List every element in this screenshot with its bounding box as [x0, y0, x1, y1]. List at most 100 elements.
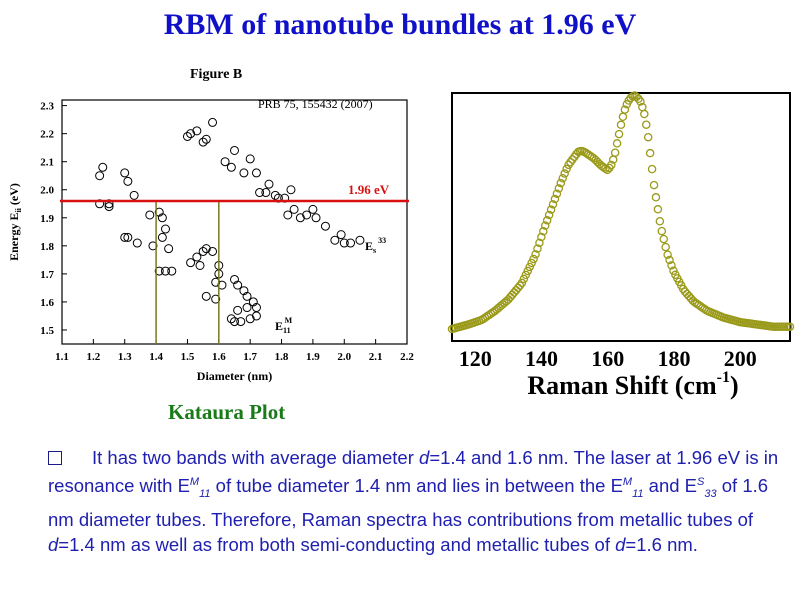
raman-data-point	[546, 205, 556, 214]
kataura-data-point	[186, 258, 196, 268]
kataura-data-point	[255, 188, 265, 198]
raman-points	[447, 91, 795, 334]
para-text-7: =1.6 nm.	[625, 533, 698, 555]
kataura-data-point	[220, 157, 230, 167]
explanation-paragraph: It has two bands with average diameter d…	[48, 445, 788, 557]
raman-data-point	[620, 105, 630, 114]
em11-label: E11M	[275, 316, 293, 335]
kataura-data-point	[346, 238, 356, 248]
y-tick-label: 2.0	[40, 185, 54, 197]
y-tick-label: 2.2	[40, 129, 54, 141]
raman-data-point	[649, 180, 659, 190]
figure-title: Figure B	[190, 67, 243, 82]
kataura-data-point	[201, 291, 211, 301]
checkbox-bullet-icon	[48, 451, 62, 465]
raman-data-point	[655, 217, 665, 226]
kataura-data-point	[95, 171, 105, 181]
raman-data-point	[544, 210, 554, 220]
kataura-ticks: 1.1 1.2 1.3 1.4 1.5 1.6 1.7 1.8 1.9 2.0 2.1 2.2 1.5 1…	[40, 101, 414, 363]
kataura-data-point	[251, 168, 261, 178]
kataura-data-point	[230, 145, 239, 155]
em11-sup: M	[285, 316, 293, 325]
raman-x-tick-label: 120	[459, 346, 492, 371]
raman-data-point	[682, 289, 692, 299]
raman-x-tick-label: 200	[724, 346, 757, 371]
raman-frame	[451, 92, 791, 342]
kataura-data-point	[320, 221, 330, 231]
kataura-data-point	[245, 314, 255, 324]
kataura-data-point	[242, 291, 252, 301]
para-m-2: M	[622, 476, 633, 488]
x-tick-label: 2.0	[337, 351, 351, 363]
raman-data-point	[645, 148, 655, 158]
raman-data-point	[548, 200, 558, 209]
kataura-caption: Kataura Plot	[168, 400, 286, 424]
x-tick-label: 1.2	[86, 351, 100, 363]
kataura-data-point	[198, 137, 208, 147]
kataura-data-point	[286, 185, 296, 195]
x-tick-label: 1.4	[149, 351, 163, 363]
y-axis-label-base: Energy E	[7, 213, 21, 261]
raman-data-point	[535, 238, 544, 248]
raman-data-point	[560, 169, 569, 178]
para-text-3: of tube diameter 1.4 nm and lies in betw…	[210, 475, 623, 497]
para-text-5: of 1.6 nm diameter tubes. Therefore, Ram…	[48, 475, 769, 530]
y-tick-label: 2.3	[40, 101, 54, 113]
kataura-data-point	[195, 260, 205, 270]
raman-data-point	[610, 148, 620, 157]
x-tick-label: 1.3	[118, 351, 132, 363]
kataura-data-point	[308, 204, 318, 214]
kataura-data-point	[182, 131, 192, 141]
kataura-data-point	[226, 162, 236, 172]
kataura-data-point	[145, 210, 155, 220]
raman-data-point	[657, 226, 667, 236]
raman-data-point	[659, 234, 668, 244]
raman-data-point	[607, 160, 616, 170]
kataura-data-point	[226, 314, 236, 324]
raman-data-point	[527, 258, 536, 268]
raman-data-point	[558, 173, 567, 183]
kataura-points	[95, 117, 365, 327]
kataura-data-point	[161, 266, 170, 276]
raman-data-point	[665, 255, 674, 265]
raman-data-point	[531, 250, 540, 259]
raman-data-point	[643, 132, 653, 142]
em11-base: E	[275, 319, 283, 333]
kataura-data-point	[311, 213, 321, 223]
kataura-data-point	[283, 210, 293, 220]
kataura-data-point	[251, 311, 261, 321]
para-d-2: d	[48, 533, 59, 555]
kataura-data-point	[132, 238, 142, 248]
raman-data-point	[653, 205, 663, 214]
kataura-plot: 1.1 1.2 1.3 1.4 1.5 1.6 1.7 1.8 1.9 2.0 2.1 2.2 1.5 1…	[7, 97, 414, 383]
y-axis-label-unit: (eV)	[7, 183, 21, 208]
raman-data-point	[642, 120, 651, 129]
kataura-data-point	[123, 176, 133, 186]
para-d-1: d	[419, 447, 430, 468]
raman-data-point	[554, 184, 564, 193]
raman-x-tick-label: 140	[525, 346, 558, 371]
raman-data-point	[640, 109, 649, 119]
kataura-data-point	[236, 317, 246, 327]
raman-data-point	[525, 262, 534, 272]
raman-data-point	[661, 242, 670, 252]
kataura-data-point	[264, 179, 274, 189]
x-axis-label: Diameter (nm)	[197, 369, 272, 383]
kataura-data-point	[157, 232, 167, 242]
kataura-data-point	[211, 294, 221, 304]
kataura-frame	[61, 99, 408, 345]
kataura-data-point	[164, 244, 174, 254]
x-tick-label: 1.5	[181, 351, 195, 363]
kataura-data-point	[295, 213, 305, 223]
raman-data-point	[537, 232, 546, 242]
kataura-axes-box	[61, 99, 408, 345]
para-11-1: 11	[199, 487, 211, 500]
kataura-data-point	[154, 266, 164, 276]
kataura-data-point	[157, 213, 167, 223]
es33-label: Es33	[365, 236, 386, 255]
y-tick-label: 1.9	[40, 213, 54, 225]
kataura-data-point	[242, 303, 252, 313]
raman-data-point	[618, 112, 628, 122]
kataura-data-point	[120, 232, 130, 242]
y-tick-label: 1.7	[40, 269, 54, 281]
